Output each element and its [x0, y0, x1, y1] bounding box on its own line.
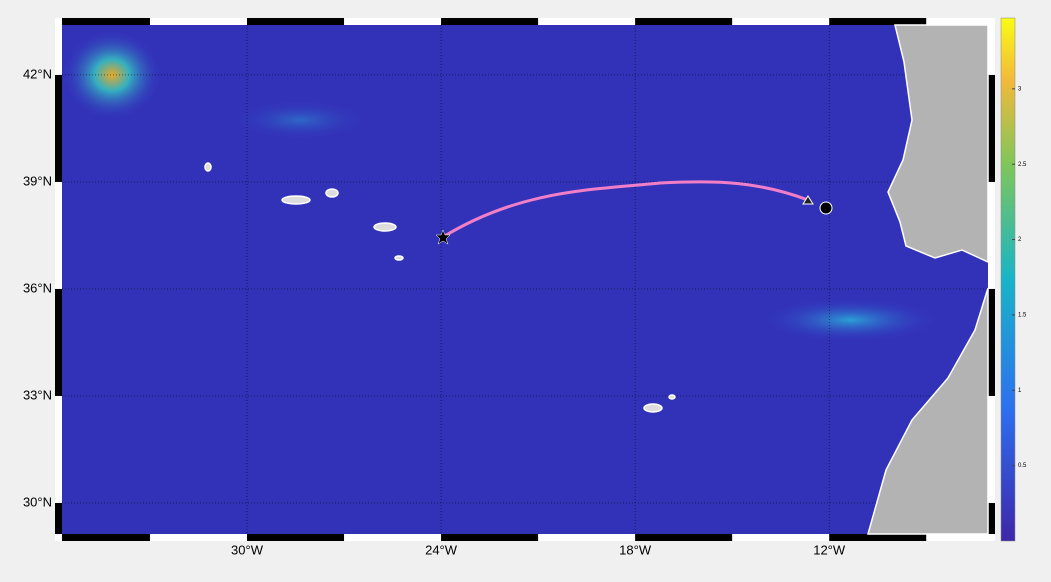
border-segment: [441, 534, 538, 541]
border-segment: [635, 534, 732, 541]
y-tick-label: 30°N: [23, 494, 52, 509]
target-marker: [820, 202, 832, 214]
y-tick-label: 33°N: [23, 387, 52, 402]
colorbar-tick-label: 1.5: [1018, 312, 1027, 318]
colorbar-tick-label: 1: [1018, 388, 1022, 394]
colorbar-tick-label: 0.5: [1018, 463, 1027, 469]
current-hotspot: [230, 100, 370, 140]
colorbar: [1001, 18, 1015, 541]
border-segment: [62, 534, 150, 541]
colorbar-tick-label: 3: [1018, 86, 1022, 92]
ocean: [62, 25, 988, 534]
current-hotspot: [760, 298, 940, 342]
border-segment: [635, 18, 732, 25]
border-segment: [55, 75, 62, 182]
border-segment: [55, 289, 62, 396]
map-figure: 30°W 24°W 18°W 12°W 42°N 39°N 36°N 33°N 30°N 0.5 1…: [0, 0, 1051, 577]
border-segment: [829, 18, 926, 25]
border-segment: [247, 18, 344, 25]
colorbar-tick-label: 2.5: [1018, 162, 1027, 168]
border-segment: [55, 503, 62, 534]
colorbar-tick-label: 2: [1018, 237, 1022, 243]
border-segment: [247, 534, 344, 541]
y-tick-label: 36°N: [23, 280, 52, 295]
border-segment: [988, 503, 995, 534]
border-segment: [988, 289, 995, 396]
border-segment: [829, 534, 926, 541]
border-segment: [62, 18, 150, 25]
x-tick-label: 12°W: [813, 542, 846, 557]
y-tick-label: 42°N: [23, 66, 52, 81]
border-segment: [988, 75, 995, 182]
x-tick-label: 18°W: [619, 542, 652, 557]
y-tick-label: 39°N: [23, 173, 52, 188]
border-segment: [441, 18, 538, 25]
x-tick-label: 30°W: [231, 542, 264, 557]
x-tick-label: 24°W: [425, 542, 458, 557]
